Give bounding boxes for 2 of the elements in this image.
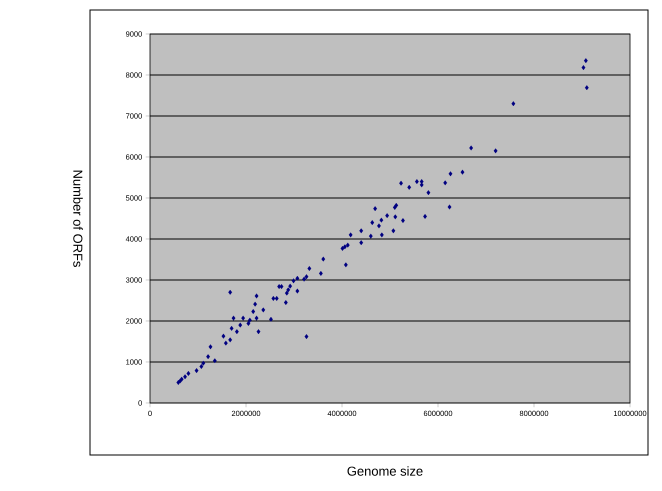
x-axis-title: Genome size xyxy=(348,466,423,476)
y-axis-title: Number of ORFs xyxy=(73,170,83,267)
